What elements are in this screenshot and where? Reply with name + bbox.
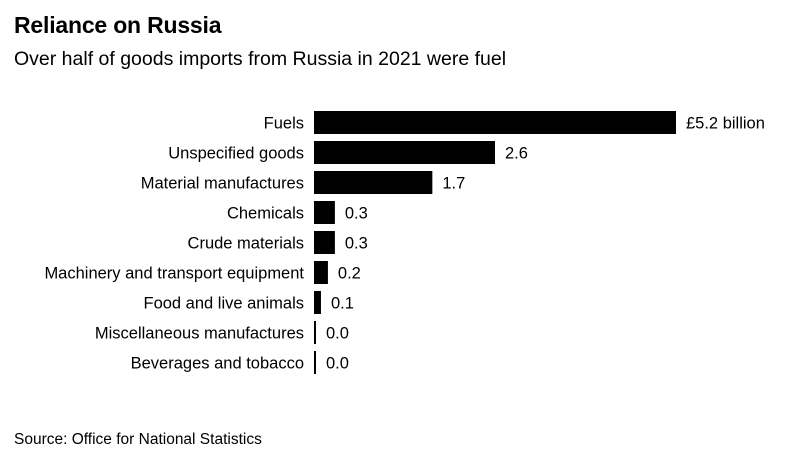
value-label: 0.0 xyxy=(326,325,349,343)
bar xyxy=(314,321,316,344)
value-label: 0.1 xyxy=(331,295,354,313)
bar xyxy=(314,141,495,164)
source-note: Source: Office for National Statistics xyxy=(14,431,262,448)
value-label: 0.3 xyxy=(345,205,368,223)
bar xyxy=(314,351,316,374)
bar xyxy=(314,291,321,314)
category-label: Machinery and transport equipment xyxy=(44,265,304,283)
value-label: 0.2 xyxy=(338,265,361,283)
category-label: Unspecified goods xyxy=(168,145,304,163)
bar xyxy=(314,111,676,134)
bar xyxy=(314,231,335,254)
category-label: Food and live animals xyxy=(143,295,304,313)
category-label: Material manufactures xyxy=(141,175,304,193)
value-label: £5.2 billion xyxy=(686,115,765,133)
category-label: Beverages and tobacco xyxy=(131,355,304,373)
bar xyxy=(314,261,328,284)
category-label: Miscellaneous manufactures xyxy=(95,325,304,343)
category-label: Fuels xyxy=(264,115,304,133)
chart-title: Reliance on Russia xyxy=(14,12,222,38)
chart-subtitle: Over half of goods imports from Russia i… xyxy=(14,48,507,70)
bar xyxy=(314,171,433,194)
category-label: Chemicals xyxy=(227,205,304,223)
category-label: Crude materials xyxy=(188,235,304,253)
value-label: 2.6 xyxy=(505,145,528,163)
value-label: 1.7 xyxy=(442,175,465,193)
bar xyxy=(314,201,335,224)
value-label: 0.0 xyxy=(326,355,349,373)
value-label: 0.3 xyxy=(345,235,368,253)
bar-chart: Fuels £5.2 billion Unspecified goods 2.6 Mat… xyxy=(44,111,765,374)
